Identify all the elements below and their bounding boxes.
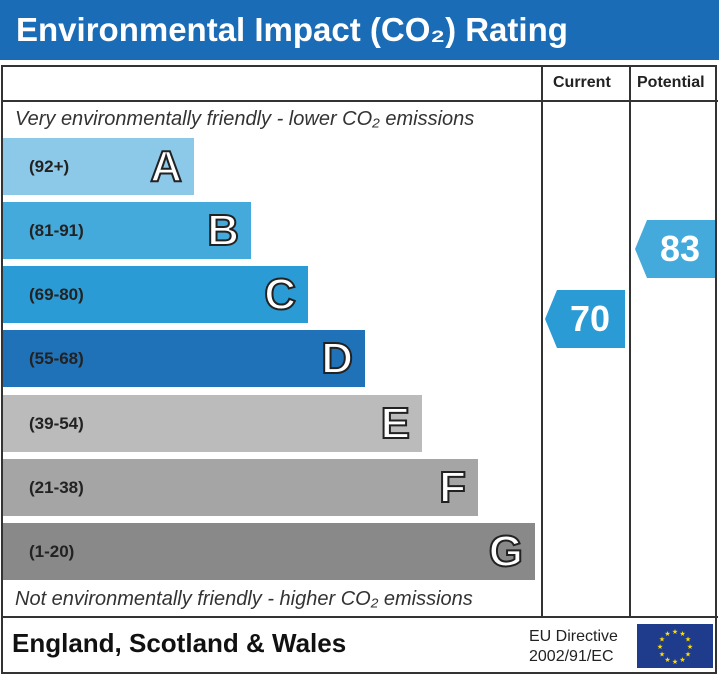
band-range: (69-80) bbox=[29, 285, 84, 304]
band-letter: E bbox=[380, 398, 411, 449]
star-icon: ★ bbox=[685, 636, 691, 644]
band-c: (69-80) C bbox=[3, 266, 308, 323]
divider bbox=[1, 616, 718, 618]
star-icon: ★ bbox=[672, 658, 678, 666]
eu-flag-icon: ★ ★ ★ ★ ★ ★ ★ ★ ★ ★ ★ ★ bbox=[637, 624, 713, 668]
band-letter: A bbox=[149, 141, 183, 192]
band-range: (92+) bbox=[29, 157, 70, 176]
band-range: (1-20) bbox=[29, 542, 75, 561]
band-f: (21-38) F bbox=[3, 459, 478, 516]
star-icon: ★ bbox=[659, 636, 665, 644]
band-range: (21-38) bbox=[29, 478, 84, 497]
divider bbox=[1, 100, 718, 102]
band-letter: D bbox=[320, 333, 354, 384]
band-letter: B bbox=[206, 205, 240, 256]
band-g: (1-20) G bbox=[3, 523, 535, 580]
star-icon: ★ bbox=[664, 630, 670, 638]
divider bbox=[541, 65, 543, 617]
star-icon: ★ bbox=[685, 651, 691, 659]
band-range: (39-54) bbox=[29, 414, 84, 433]
star-icon: ★ bbox=[659, 651, 665, 659]
region-label: England, Scotland & Wales bbox=[12, 628, 347, 658]
eu-directive: EU Directive 2002/91/EC bbox=[529, 627, 618, 667]
band-b: (81-91) B bbox=[3, 202, 251, 259]
top-note: Very environmentally friendly - lower CO… bbox=[15, 108, 475, 130]
potential-header: Potential bbox=[637, 74, 705, 91]
star-icon: ★ bbox=[664, 656, 670, 664]
band-range: (55-68) bbox=[29, 349, 84, 368]
band-range: (81-91) bbox=[29, 221, 84, 240]
current-rating-arrow: 70 bbox=[545, 290, 625, 348]
page-title: Environmental Impact (CO₂) Rating bbox=[0, 0, 719, 60]
star-icon: ★ bbox=[679, 656, 685, 664]
band-e: (39-54) E bbox=[3, 395, 422, 452]
star-icon: ★ bbox=[679, 630, 685, 638]
divider bbox=[629, 65, 631, 617]
star-icon: ★ bbox=[687, 643, 693, 651]
potential-rating-arrow: 83 bbox=[635, 220, 715, 278]
current-header: Current bbox=[553, 74, 611, 91]
directive-line2: 2002/91/EC bbox=[529, 648, 614, 665]
bottom-note: Not environmentally friendly - higher CO… bbox=[15, 588, 473, 610]
band-d: (55-68) D bbox=[3, 330, 365, 387]
directive-line1: EU Directive bbox=[529, 628, 618, 645]
star-icon: ★ bbox=[657, 643, 663, 651]
band-letter: G bbox=[488, 526, 524, 577]
band-letter: C bbox=[263, 269, 297, 320]
band-letter: F bbox=[438, 462, 467, 513]
star-icon: ★ bbox=[672, 628, 678, 636]
band-a: (92+) A bbox=[3, 138, 194, 195]
rating-table bbox=[1, 65, 717, 674]
